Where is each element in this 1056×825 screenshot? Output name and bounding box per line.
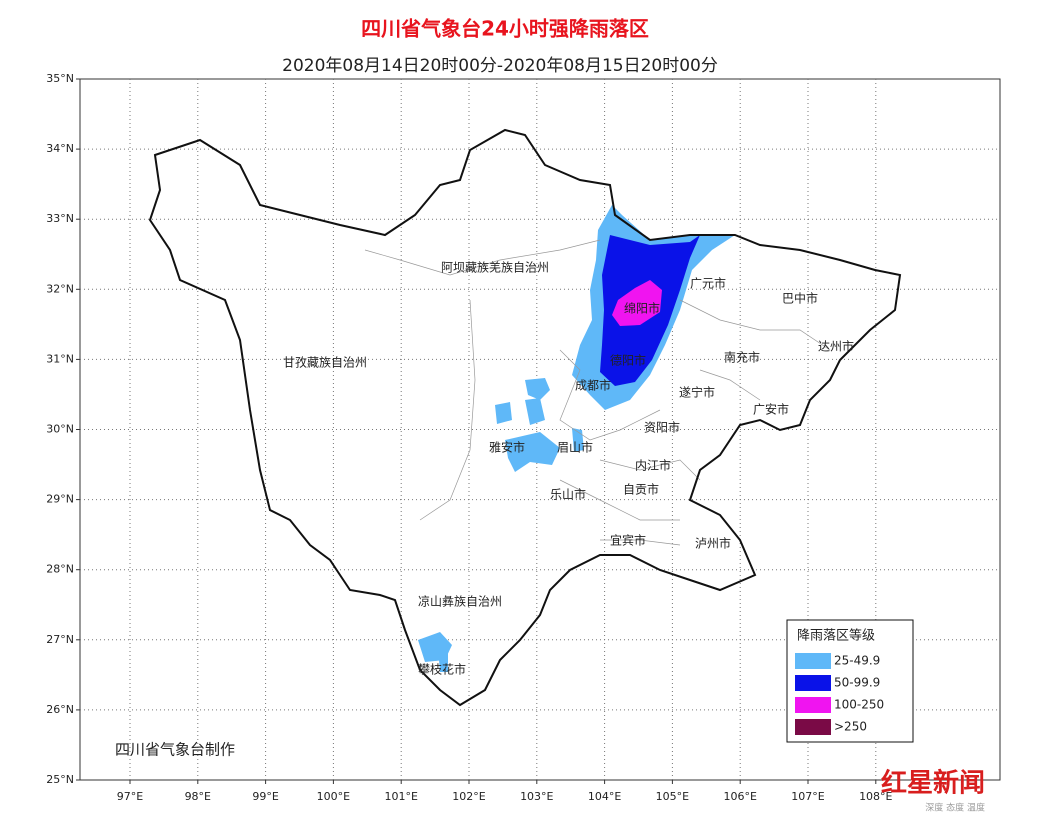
lat-tick-label: 28°N [46, 563, 74, 576]
lon-tick-label: 97°E [117, 790, 143, 803]
lon-tick-label: 107°E [791, 790, 824, 803]
legend-label: 100-250 [834, 698, 884, 712]
city-label: 乐山市 [550, 487, 586, 502]
city-label: 遂宁市 [679, 385, 715, 400]
city-label: 巴中市 [782, 291, 818, 306]
city-label: 甘孜藏族自治州 [283, 356, 367, 370]
legend-label: 25-49.9 [834, 654, 880, 668]
city-label: 雅安市 [489, 440, 525, 455]
city-label: 德阳市 [610, 353, 646, 368]
lon-tick-label: 108°E [859, 790, 892, 803]
lon-tick-label: 103°E [520, 790, 553, 803]
lat-tick-label: 31°N [46, 352, 74, 365]
legend-title: 降雨落区等级 [797, 628, 875, 644]
map-subtitle: 2020年08月14日20时00分-2020年08月15日20时00分 [282, 56, 718, 76]
lon-tick-label: 101°E [384, 790, 417, 803]
lat-tick-label: 25°N [46, 773, 74, 786]
city-label: 泸州市 [695, 536, 731, 551]
lat-tick-label: 34°N [46, 142, 74, 155]
lat-tick-label: 29°N [46, 493, 74, 506]
lon-tick-label: 98°E [185, 790, 211, 803]
legend-label: 50-99.9 [834, 676, 880, 690]
credit: 四川省气象台制作 [115, 741, 235, 759]
city-label: 广安市 [753, 402, 789, 417]
lon-tick-label: 106°E [723, 790, 756, 803]
lat-tick-label: 33°N [46, 212, 74, 225]
lat-tick-label: 32°N [46, 282, 74, 295]
lat-tick-label: 35°N [46, 72, 74, 85]
city-label: 凉山彝族自治州 [418, 594, 502, 609]
lat-tick-label: 30°N [46, 423, 74, 436]
province-outline [148, 128, 902, 707]
city-label: 阿坝藏族羌族自治州 [441, 261, 549, 275]
map-title: 四川省气象台24小时强降雨落区 [361, 17, 649, 41]
legend-swatch [795, 697, 831, 713]
city-label: 宜宾市 [610, 533, 646, 548]
city-label: 成都市 [575, 378, 611, 393]
city-label: 绵阳市 [624, 301, 660, 316]
city-boundaries [364, 239, 831, 546]
city-label: 达州市 [818, 339, 854, 354]
city-label: 眉山市 [557, 440, 593, 455]
lat-tick-label: 26°N [46, 703, 74, 716]
legend-swatch [795, 653, 831, 669]
lon-tick-label: 99°E [252, 790, 278, 803]
legend-label: >250 [834, 720, 867, 734]
lon-tick-label: 104°E [588, 790, 621, 803]
rain-area [418, 378, 584, 672]
lat-tick-label: 27°N [46, 633, 74, 646]
city-label: 广元市 [690, 276, 726, 291]
legend: 降雨落区等级 25-49.9 50-99.9 100-250 >250 [786, 619, 914, 743]
city-label: 南充市 [724, 350, 760, 365]
rain-areas [418, 205, 735, 672]
watermark-brand: 红星新闻 [881, 768, 985, 799]
city-label: 自贡市 [623, 482, 659, 497]
city-label: 内江市 [635, 458, 671, 473]
rain-area [612, 280, 662, 326]
city-label: 攀枝花市 [418, 662, 466, 677]
city-label: 资阳市 [644, 420, 680, 435]
lon-tick-label: 105°E [656, 790, 689, 803]
lon-tick-label: 102°E [452, 790, 485, 803]
boundary-line [364, 239, 831, 546]
legend-swatch [795, 675, 831, 691]
lon-tick-label: 100°E [317, 790, 350, 803]
legend-swatch [795, 719, 831, 735]
watermark-slogan: 深度 态度 温度 [925, 802, 985, 814]
